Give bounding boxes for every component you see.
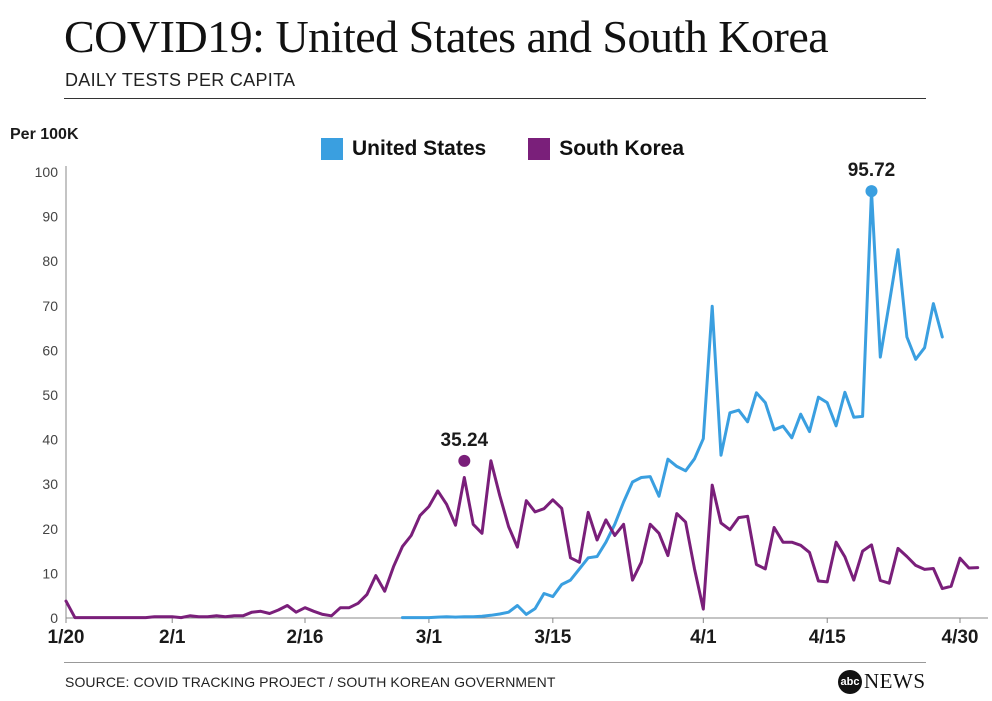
annotations: 35.24 95.72 [441, 160, 896, 467]
y-tick-label: 70 [42, 298, 58, 314]
annotation-point [458, 454, 471, 467]
x-tick-label: 4/30 [942, 627, 979, 648]
y-tick-label: 30 [42, 476, 58, 492]
y-tick-label: 0 [50, 610, 58, 626]
y-tick-label: 50 [42, 387, 58, 403]
legend-item-us: United States [321, 137, 486, 161]
chart-title: COVID19: United States and South Korea [64, 11, 829, 62]
y-tick-label: 100 [35, 164, 59, 180]
annotation-label: 35.24 [441, 430, 489, 451]
legend-item-sk: South Korea [528, 137, 684, 161]
footer-divider [64, 662, 926, 663]
series-line-south-korea [64, 459, 980, 620]
y-tick-label: 60 [42, 342, 58, 358]
x-tick-label: 4/1 [690, 627, 717, 648]
annotation-label: 95.72 [848, 160, 896, 181]
logo-news-text: NEWS [864, 669, 926, 693]
x-axis-ticks: 1/20 2/1 2/16 3/1 3/15 4/1 4/15 4/30 [48, 618, 979, 648]
series-line-united-states [400, 189, 944, 620]
x-tick-label: 4/15 [809, 627, 846, 648]
y-axis-ticks: 0 10 20 30 40 50 60 70 80 90 100 [35, 164, 59, 626]
header-divider [64, 98, 926, 99]
y-tick-label: 80 [42, 253, 58, 269]
y-tick-label: 90 [42, 209, 58, 225]
y-tick-label: 10 [42, 565, 58, 581]
y-tick-label: 40 [42, 432, 58, 448]
x-tick-label: 1/20 [48, 627, 85, 648]
abc-logo-icon: abc [838, 669, 862, 694]
annotation-point [865, 185, 878, 198]
chart-axes [65, 166, 988, 619]
source-note: SOURCE: COVID TRACKING PROJECT / SOUTH K… [65, 674, 556, 690]
y-tick-label: 20 [42, 521, 58, 537]
legend-label-sk: South Korea [559, 137, 685, 160]
x-tick-label: 3/15 [534, 627, 571, 648]
legend-swatch-us [321, 138, 343, 160]
legend-swatch-sk [528, 138, 551, 160]
x-tick-label: 2/1 [159, 627, 186, 648]
x-tick-label: 2/16 [286, 627, 323, 648]
y-axis-label: Per 100K [10, 126, 79, 143]
x-tick-label: 3/1 [416, 627, 443, 648]
abc-news-logo: abc NEWS [838, 669, 926, 694]
legend: United States South Korea [321, 137, 726, 161]
series-lines [64, 189, 980, 620]
legend-label-us: United States [352, 137, 487, 160]
chart-subtitle: DAILY TESTS PER CAPITA [65, 70, 296, 90]
